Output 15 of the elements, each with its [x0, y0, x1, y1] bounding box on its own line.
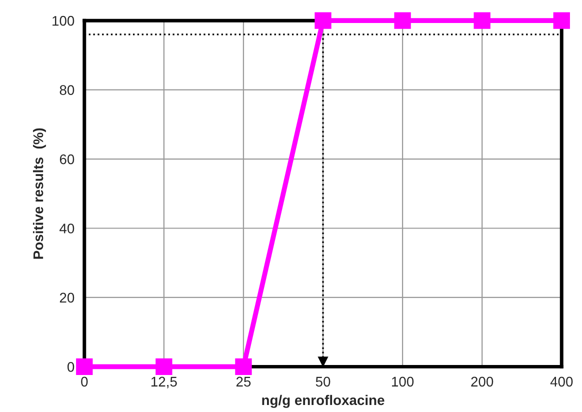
y-tick-label: 60 — [60, 154, 74, 164]
x-tick-label: 50 — [316, 376, 330, 387]
y-tick-label: 100 — [52, 16, 74, 26]
x-axis-title: ng/g enrofloxacine — [262, 394, 384, 408]
x-tick-label: 200 — [471, 376, 494, 387]
x-tick-label: 400 — [550, 376, 573, 387]
x-tick-label: 0 — [81, 376, 88, 387]
x-tick-label: 12,5 — [151, 376, 177, 388]
x-tick-label: 100 — [392, 376, 414, 387]
y-axis-title: Positive results (%) — [32, 128, 46, 259]
x-tick-label: 25 — [236, 376, 251, 387]
y-tick-label: 40 — [60, 224, 74, 234]
y-tick-label: 20 — [60, 292, 74, 303]
y-tick-label: 0 — [67, 362, 74, 372]
y-tick-label: 80 — [60, 85, 74, 95]
